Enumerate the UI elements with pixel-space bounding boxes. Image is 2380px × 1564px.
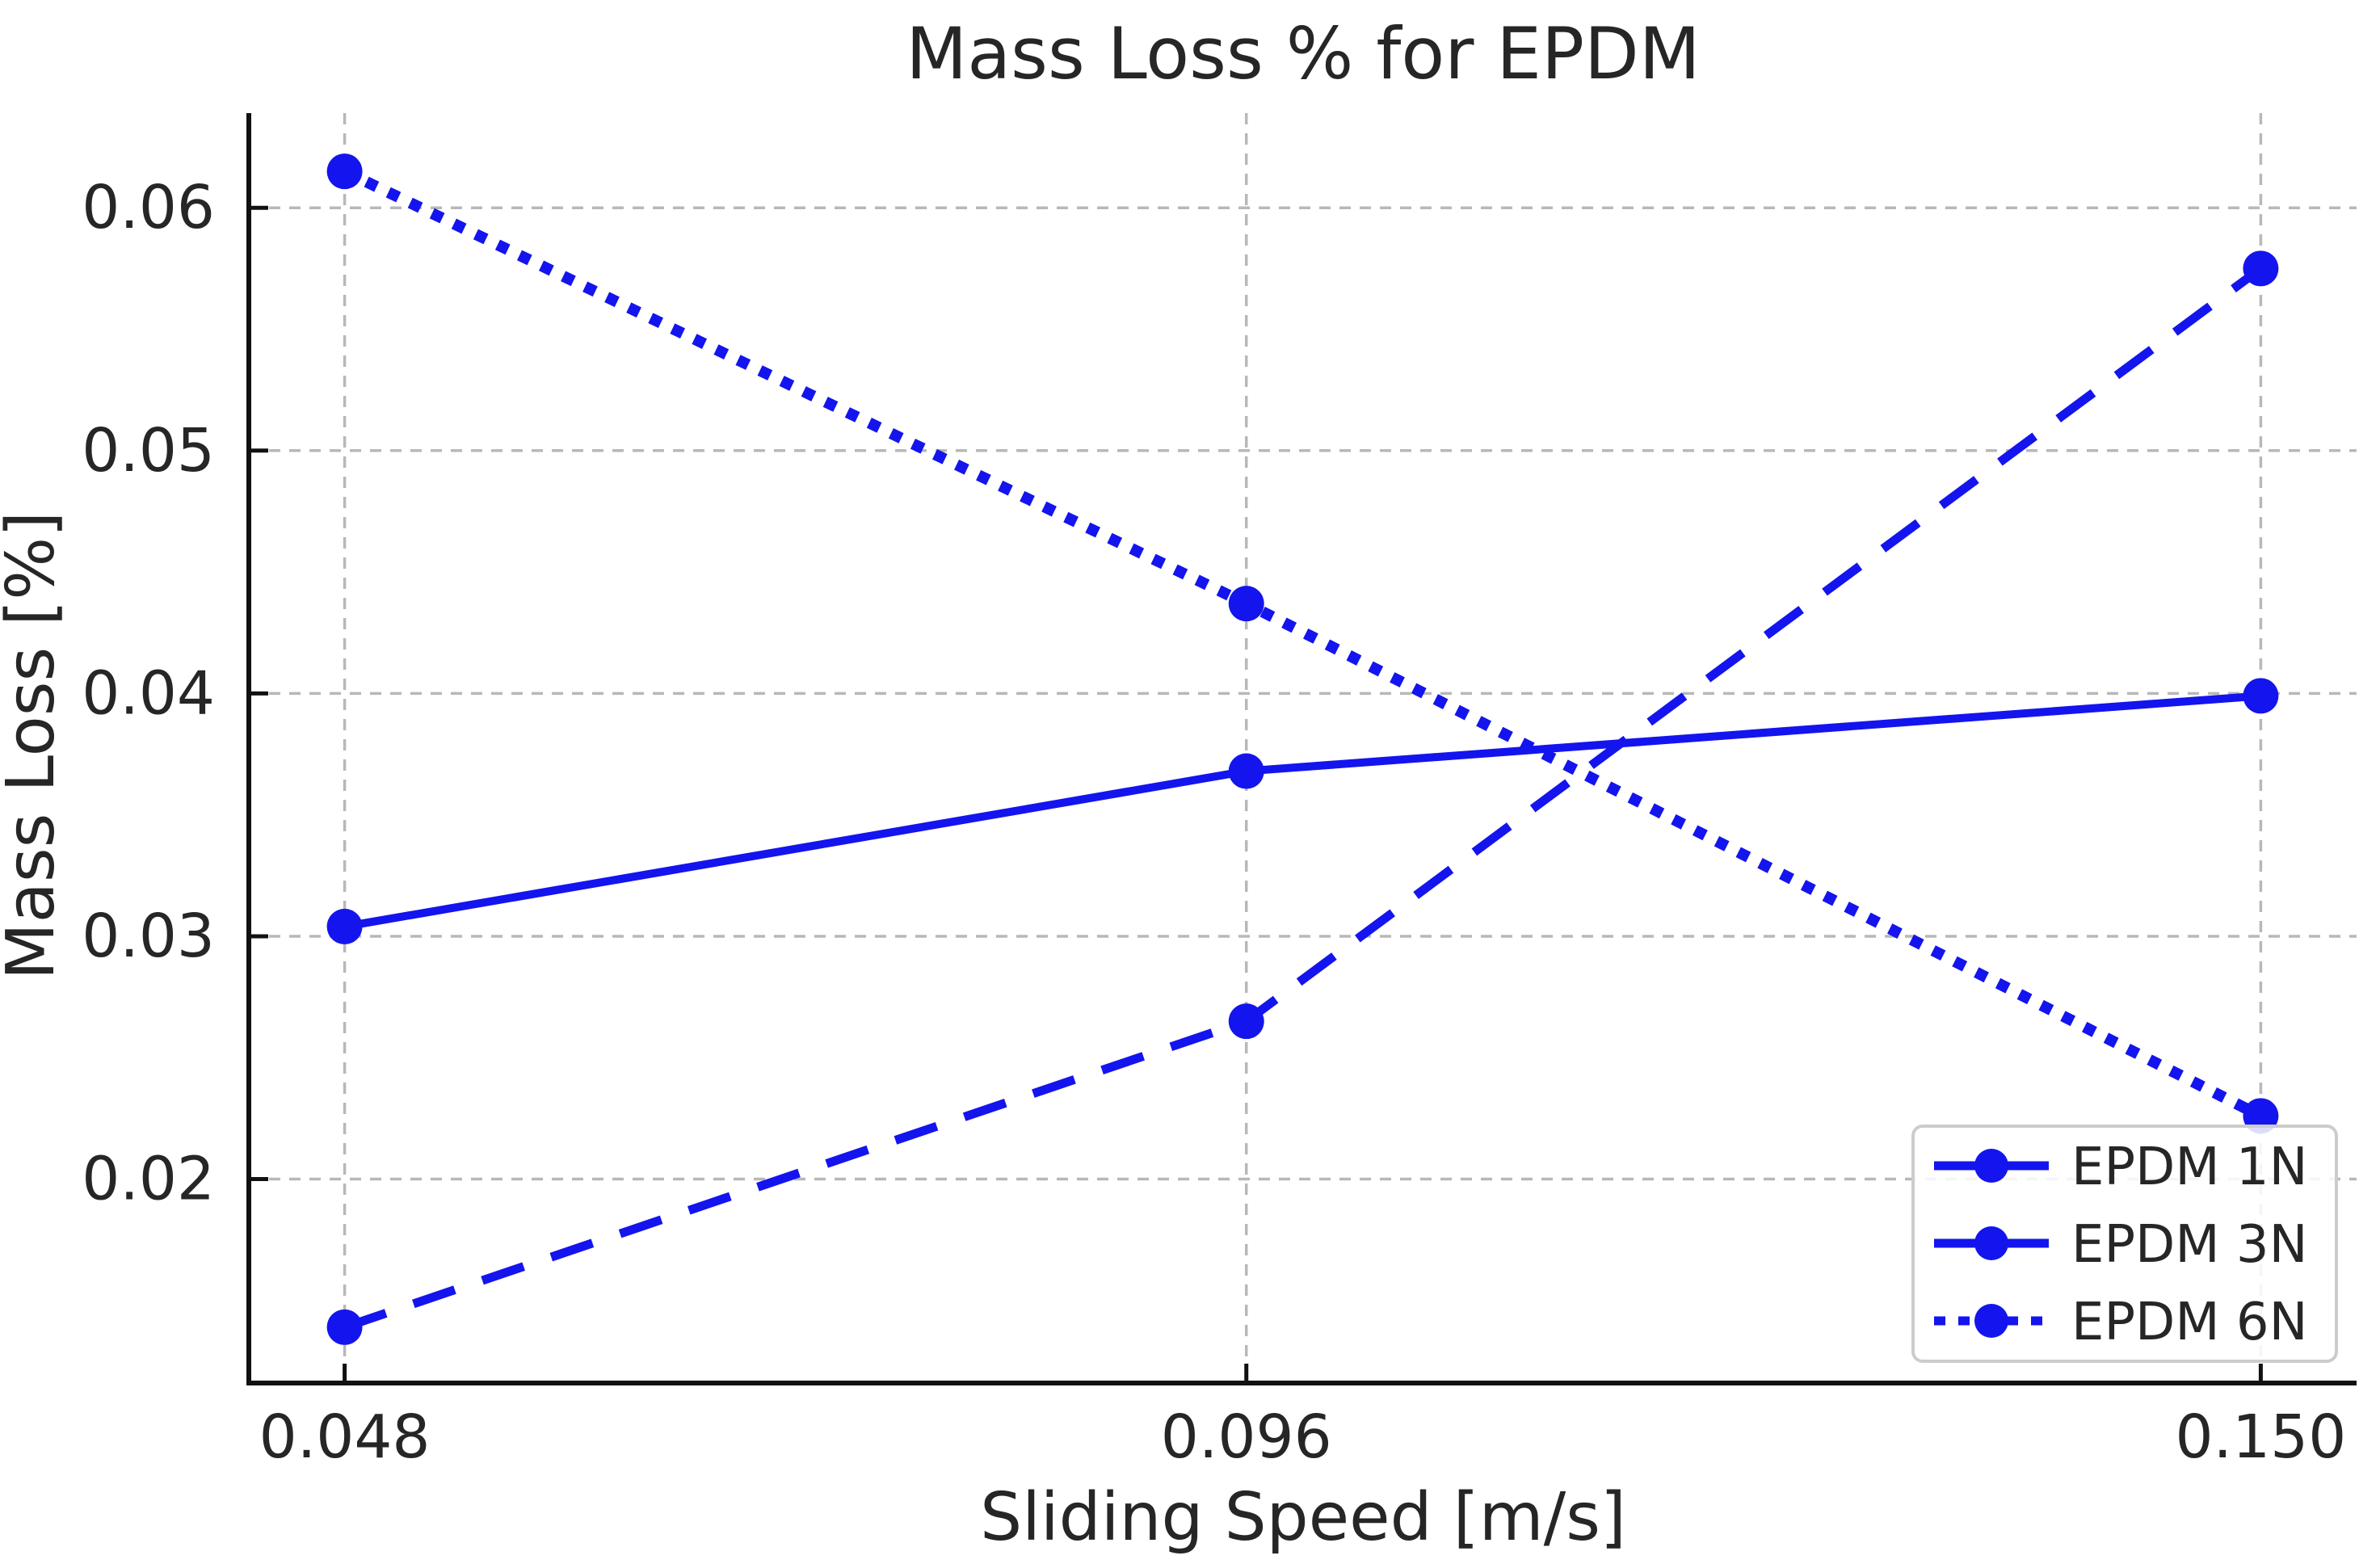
legend-sample-marker xyxy=(1974,1149,2008,1183)
data-point-marker xyxy=(1228,1003,1264,1040)
y-tick-label: 0.06 xyxy=(82,173,215,242)
data-point-marker xyxy=(326,153,363,190)
y-tick-label: 0.02 xyxy=(82,1145,215,1214)
legend-sample-marker xyxy=(1974,1226,2008,1260)
tick-label-layer: 0.02 0.03 0.04 0.05 0.06 0.048 0.096 0.150 xyxy=(82,173,2346,1472)
data-point-marker xyxy=(326,908,363,944)
y-axis-label: Mass Loss [%] xyxy=(0,511,69,980)
y-tick-label: 0.05 xyxy=(82,416,215,486)
data-point-marker xyxy=(1228,586,1264,622)
chart-title: Mass Loss % for EPDM xyxy=(906,12,1700,95)
legend: EPDM 1N EPDM 3N EPDM 6N xyxy=(1911,1125,2338,1363)
x-tick-label: 0.048 xyxy=(259,1402,431,1472)
data-point-marker xyxy=(2243,678,2279,714)
data-point-marker xyxy=(2243,250,2279,287)
y-tick-label: 0.04 xyxy=(82,658,215,728)
x-axis-label: Sliding Speed [m/s] xyxy=(980,1479,1626,1556)
legend-label: EPDM 6N xyxy=(2071,1293,2307,1352)
legend-label: EPDM 1N xyxy=(2071,1137,2307,1197)
legend-sample-marker xyxy=(1974,1304,2008,1338)
data-point-marker xyxy=(1228,753,1264,789)
legend-box xyxy=(1911,1125,2338,1363)
series-line-solid xyxy=(343,692,2261,931)
data-point-marker xyxy=(326,1309,363,1345)
axes-layer xyxy=(246,113,2357,1385)
x-tick-label: 0.096 xyxy=(1161,1402,1332,1472)
x-tick-label: 0.150 xyxy=(2175,1402,2346,1472)
y-tick-label: 0.03 xyxy=(82,902,215,971)
legend-label: EPDM 3N xyxy=(2071,1215,2307,1275)
